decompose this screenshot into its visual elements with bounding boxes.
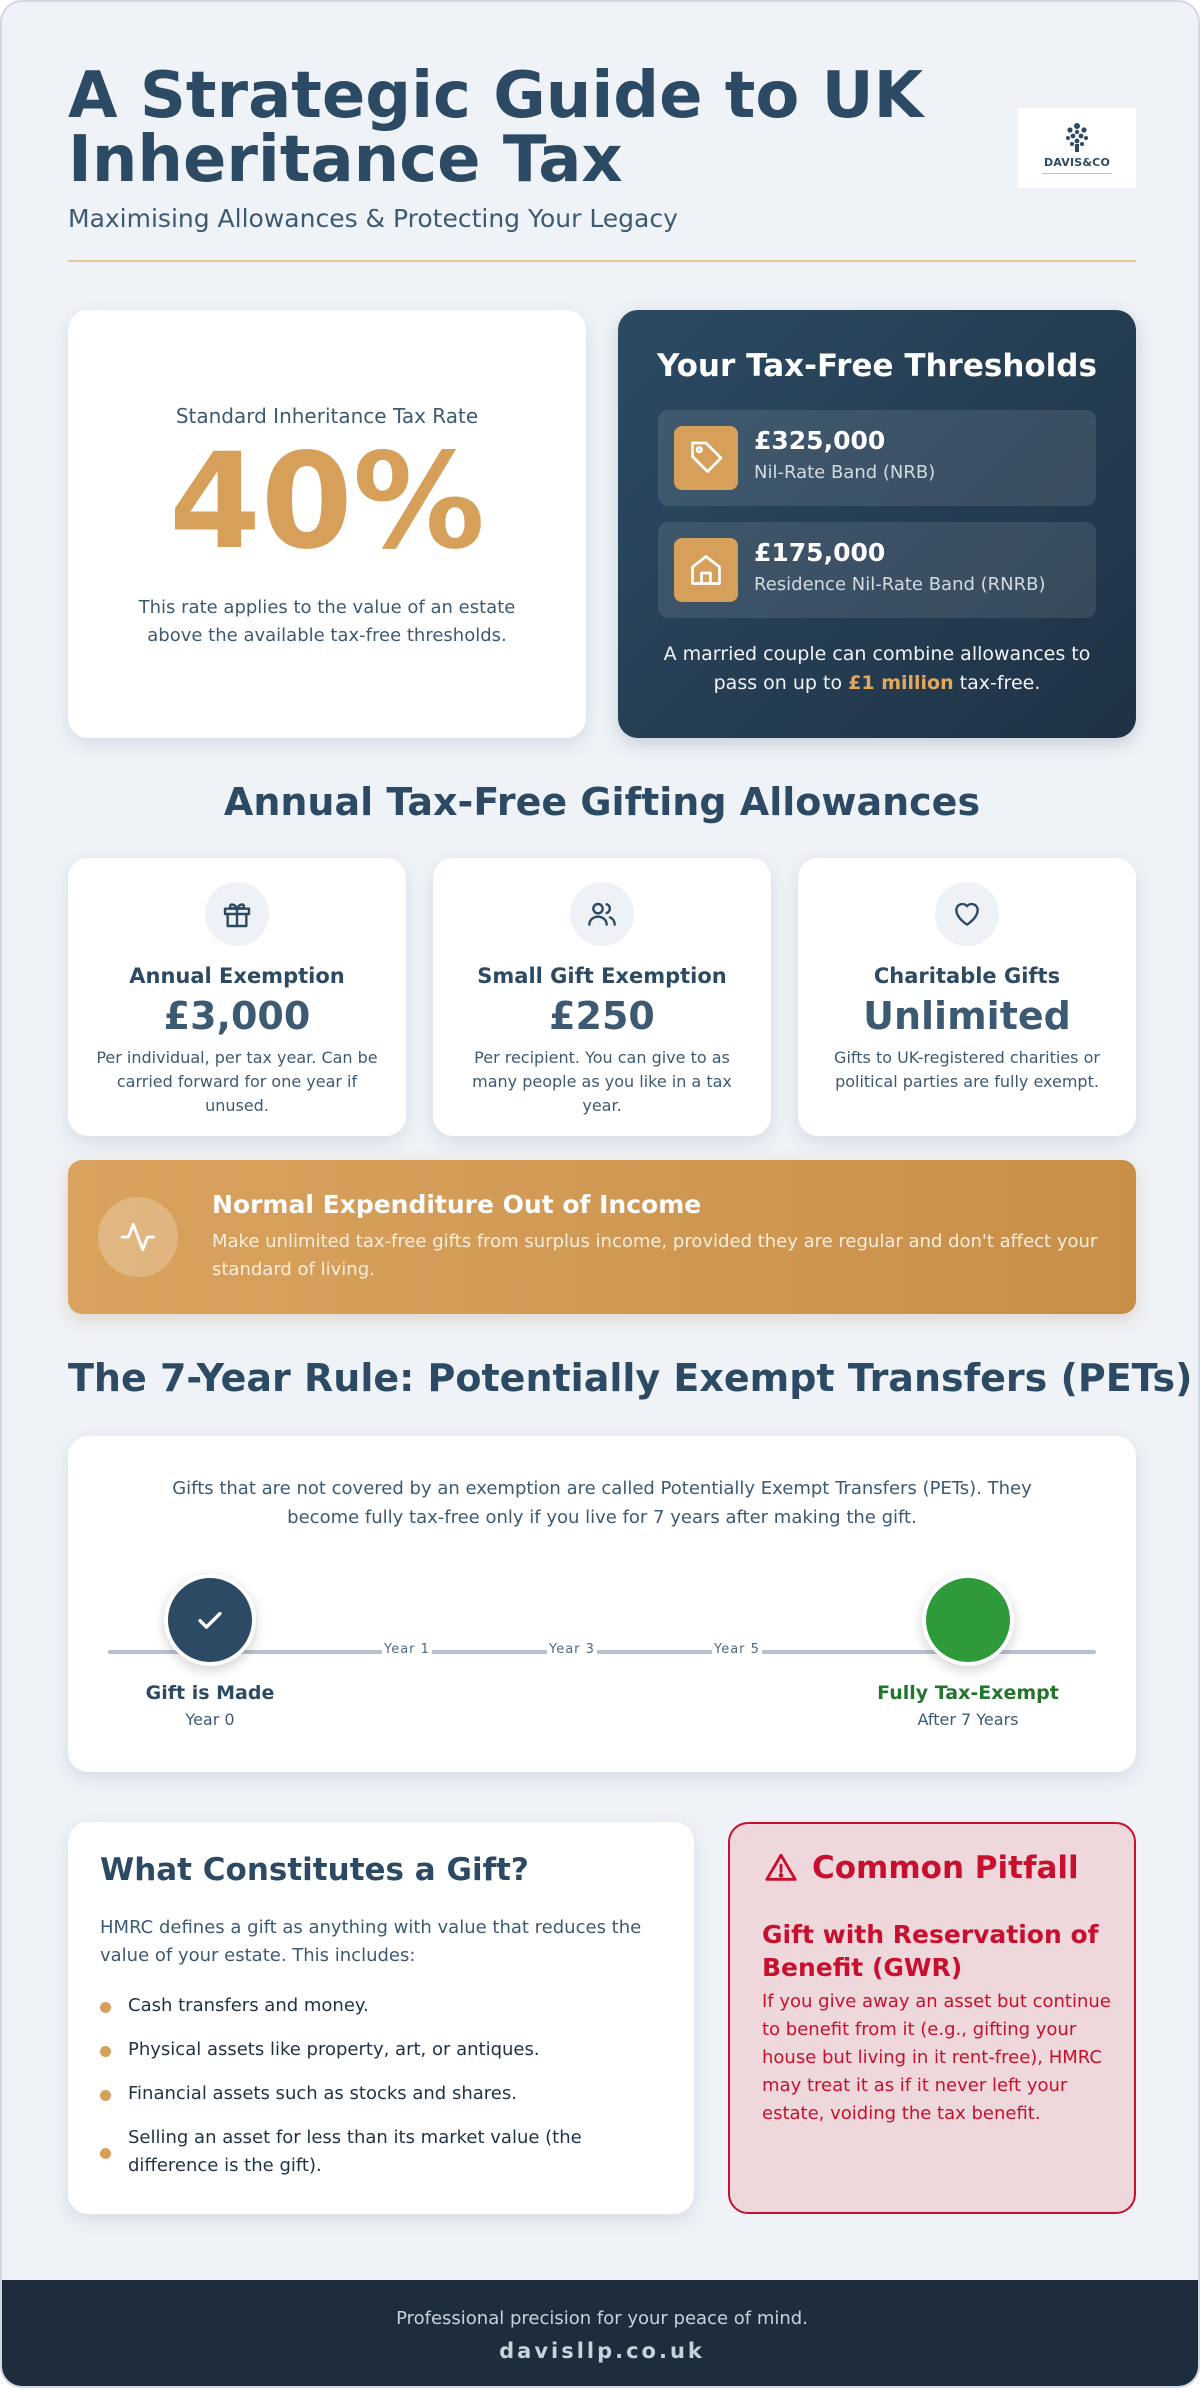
house-icon bbox=[674, 538, 738, 602]
gift-card-title: Annual Exemption bbox=[129, 964, 345, 988]
list-item: Financial assets such as stocks and shar… bbox=[100, 2080, 670, 2108]
thresholds-note-highlight: £1 million bbox=[848, 672, 954, 694]
seven-year-intro: Gifts that are not covered by an exempti… bbox=[172, 1478, 1032, 1528]
threshold-amount: £325,000 bbox=[754, 426, 886, 455]
threshold-name: Nil-Rate Band (NRB) bbox=[754, 462, 936, 483]
list-item: Physical assets like property, art, or a… bbox=[100, 2036, 670, 2064]
warning-icon bbox=[765, 1853, 797, 1881]
pitfall-card: Common Pitfall Gift with Reservation of … bbox=[728, 1822, 1136, 2214]
thresholds-note-tail: tax-free. bbox=[953, 672, 1041, 694]
gift-card-description: Gifts to UK-registered charities or poli… bbox=[834, 1048, 1100, 1091]
what-is-gift-card: What Constitutes a Gift? HMRC defines a … bbox=[68, 1822, 694, 2214]
thresholds-note: A married couple can combine allowances … bbox=[658, 640, 1096, 698]
gift-card-title: Small Gift Exemption bbox=[477, 964, 727, 988]
seven-year-card: Gifts that are not covered by an exempti… bbox=[68, 1436, 1136, 1772]
list-item-text: Selling an asset for less than its marke… bbox=[128, 2127, 582, 2176]
pitfall-title-row: Common Pitfall bbox=[764, 1850, 1079, 1886]
thresholds-title: Your Tax-Free Thresholds bbox=[657, 348, 1097, 384]
threshold-amount: £175,000 bbox=[754, 538, 886, 567]
bullet-icon bbox=[100, 2148, 111, 2159]
gift-card-annual: Annual Exemption £3,000 Per individual, … bbox=[68, 858, 406, 1136]
footer-tagline: Professional precision for your peace of… bbox=[396, 2308, 808, 2329]
timeline-end-label: Fully Tax-Exempt bbox=[877, 1682, 1059, 1704]
timeline-start-label: Gift is Made bbox=[145, 1682, 275, 1704]
tax-rate-label: Standard Inheritance Tax Rate bbox=[175, 404, 479, 428]
header-divider bbox=[68, 260, 1136, 262]
footer: Professional precision for your peace of… bbox=[2, 2280, 1198, 2386]
what-is-gift-intro: HMRC defines a gift as anything with val… bbox=[100, 1917, 642, 1966]
gift-card-charitable: Charitable Gifts Unlimited Gifts to UK-r… bbox=[798, 858, 1136, 1136]
footer-website-link[interactable]: davisllp.co.uk bbox=[499, 2339, 705, 2363]
logo-underline bbox=[1042, 171, 1112, 176]
gift-card-value: £3,000 bbox=[163, 994, 311, 1038]
threshold-name: Residence Nil-Rate Band (RNRB) bbox=[754, 574, 1046, 595]
bullet-icon bbox=[100, 2090, 111, 2101]
pitfall-subtitle: Gift with Reservation of Benefit (GWR) bbox=[762, 1920, 1099, 1982]
timeline-line bbox=[108, 1650, 1096, 1654]
header: A Strategic Guide to UK Inheritance Tax … bbox=[68, 64, 1136, 264]
bullet-icon bbox=[100, 2002, 111, 2013]
gift-card-title: Charitable Gifts bbox=[873, 964, 1061, 988]
list-item: Selling an asset for less than its marke… bbox=[100, 2124, 670, 2180]
list-item-text: Financial assets such as stocks and shar… bbox=[128, 2083, 517, 2104]
normal-expenditure-banner: Normal Expenditure Out of Income Make un… bbox=[68, 1160, 1136, 1314]
gift-card-value: £250 bbox=[549, 994, 655, 1038]
timeline-start-sub: Year 0 bbox=[185, 1710, 235, 1729]
threshold-item-nrb: £325,000 Nil-Rate Band (NRB) bbox=[658, 410, 1096, 506]
thresholds-card: Your Tax-Free Thresholds £325,000 Nil-Ra… bbox=[618, 310, 1136, 738]
banner-title: Normal Expenditure Out of Income bbox=[212, 1190, 702, 1219]
timeline-end-sub: After 7 Years bbox=[917, 1710, 1019, 1729]
timeline-end-node bbox=[922, 1574, 1014, 1666]
gift-card-description: Per recipient. You can give to as many p… bbox=[472, 1048, 732, 1115]
check-icon bbox=[198, 1611, 222, 1629]
company-logo: DAVIS&CO bbox=[1018, 108, 1136, 188]
tax-rate-card: Standard Inheritance Tax Rate 40% This r… bbox=[68, 310, 586, 738]
users-icon bbox=[570, 882, 634, 946]
gift-card-description: Per individual, per tax year. Can be car… bbox=[96, 1048, 378, 1115]
list-item: Cash transfers and money. bbox=[100, 1992, 670, 2020]
gift-icon bbox=[205, 882, 269, 946]
timeline-start-node bbox=[164, 1574, 256, 1666]
bullet-icon bbox=[100, 2046, 111, 2057]
seven-year-heading: The 7-Year Rule: Potentially Exempt Tran… bbox=[68, 1356, 1193, 1400]
gifting-heading: Annual Tax-Free Gifting Allowances bbox=[223, 780, 981, 824]
logo-crest-icon bbox=[1066, 123, 1088, 152]
gift-card-value: Unlimited bbox=[863, 994, 1071, 1038]
what-is-gift-title: What Constitutes a Gift? bbox=[100, 1852, 529, 1888]
list-item-text: Cash transfers and money. bbox=[128, 1995, 369, 2016]
thresholds-note-text: A married couple can combine allowances … bbox=[663, 643, 1091, 694]
tax-rate-description: This rate applies to the value of an est… bbox=[138, 597, 516, 646]
timeline-tick: Year 3 bbox=[547, 1642, 597, 1657]
heart-icon bbox=[935, 882, 999, 946]
timeline-tick: Year 1 bbox=[382, 1642, 432, 1657]
gift-card-small: Small Gift Exemption £250 Per recipient.… bbox=[433, 858, 771, 1136]
list-item-text: Physical assets like property, art, or a… bbox=[128, 2039, 540, 2060]
tax-rate-value: 40% bbox=[169, 425, 485, 579]
threshold-item-rnrb: £175,000 Residence Nil-Rate Band (RNRB) bbox=[658, 522, 1096, 618]
pitfall-description: If you give away an asset but continue t… bbox=[762, 1991, 1111, 2124]
logo-text: DAVIS&CO bbox=[1043, 156, 1111, 169]
banner-description: Make unlimited tax-free gifts from surpl… bbox=[212, 1231, 1098, 1280]
activity-icon bbox=[98, 1197, 178, 1277]
tag-icon bbox=[674, 426, 738, 490]
page-title: A Strategic Guide to UK Inheritance Tax bbox=[68, 59, 924, 197]
gift-types-list: Cash transfers and money. Physical asset… bbox=[100, 1992, 670, 2196]
timeline-tick: Year 5 bbox=[712, 1642, 762, 1657]
page-subtitle: Maximising Allowances & Protecting Your … bbox=[68, 204, 678, 233]
pitfall-title: Common Pitfall bbox=[812, 1850, 1079, 1886]
